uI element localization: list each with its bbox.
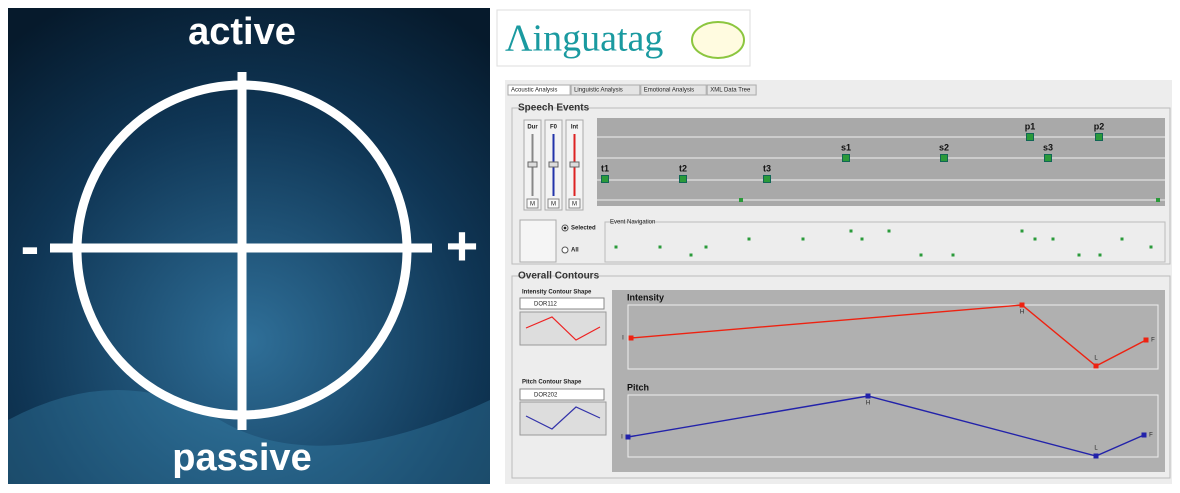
point-label: H	[866, 401, 870, 407]
panel-label: Pitch	[627, 382, 649, 392]
event-marker[interactable]	[941, 155, 948, 162]
slider-thumb[interactable]	[549, 162, 558, 167]
event-marker[interactable]	[1027, 134, 1034, 141]
event-label: t2	[679, 163, 687, 173]
slider-thumb[interactable]	[570, 162, 579, 167]
dropdown[interactable]	[520, 298, 604, 309]
tab-label: Emotional Analysis	[644, 88, 694, 94]
navigation-mark	[1150, 246, 1153, 249]
slider-label: F0	[550, 125, 558, 131]
track-marker	[739, 198, 743, 202]
slider-label: Dur	[527, 125, 538, 131]
axis-image: active passive - +	[8, 8, 490, 484]
screenshot: active passive - + Λinguatag Acoustic An…	[0, 0, 1180, 488]
sliders: Dur M F0 M Int M	[524, 120, 583, 210]
button-label: M	[551, 202, 556, 208]
radio-dot	[564, 227, 567, 230]
navigation-mark	[1099, 254, 1102, 257]
navigation-mark	[850, 230, 853, 233]
navigation-mark	[1078, 254, 1081, 257]
shape-preview	[520, 312, 606, 345]
button-label: M	[530, 202, 535, 208]
tab-label: XML Data Tree	[710, 88, 751, 94]
logo: Λinguatag	[505, 18, 663, 60]
navigation-mark	[690, 254, 693, 257]
event-label: p1	[1025, 121, 1036, 131]
left-label: -	[21, 214, 40, 277]
radio-label: All	[571, 248, 579, 254]
contour-point[interactable]	[1142, 433, 1147, 438]
slider-thumb[interactable]	[528, 162, 537, 167]
point-label: H	[1020, 310, 1024, 316]
tab-label: Acoustic Analysis	[511, 88, 557, 94]
navigation-mark	[1021, 230, 1024, 233]
event-label: p2	[1094, 121, 1105, 131]
logo-badge	[692, 22, 744, 58]
navigation-mark	[705, 246, 708, 249]
contour-point[interactable]	[866, 394, 871, 399]
navigation-title: Event Navigation	[610, 220, 655, 226]
track-marker	[1156, 198, 1160, 202]
point-label: F	[1151, 338, 1155, 344]
group-title: Overall Contours	[518, 271, 600, 282]
bottom-label: passive	[172, 437, 311, 479]
shape-title: Pitch Contour Shape	[522, 380, 582, 386]
event-label: s2	[939, 142, 949, 152]
event-marker[interactable]	[1045, 155, 1052, 162]
navigation-mark	[952, 254, 955, 257]
navigation-mark	[861, 238, 864, 241]
tab-label: Linguistic Analysis	[574, 88, 623, 94]
event-label: s1	[841, 142, 851, 152]
preview-box	[520, 220, 556, 262]
navigation-mark	[1052, 238, 1055, 241]
dropdown-value: DOR202	[534, 393, 558, 399]
slider-label: Int	[571, 125, 578, 131]
app: Λinguatag Acoustic Analysis Linguistic An…	[497, 10, 1172, 484]
navigation-mark	[615, 246, 618, 249]
button-label: M	[572, 202, 577, 208]
event-label: t1	[601, 163, 609, 173]
event-marker[interactable]	[843, 155, 850, 162]
navigation-mark	[1034, 238, 1037, 241]
contour-point[interactable]	[629, 336, 634, 341]
right-label: +	[446, 214, 479, 277]
event-marker[interactable]	[1096, 134, 1103, 141]
event-label: t3	[763, 163, 771, 173]
dropdown-value: DOR112	[534, 302, 558, 308]
navigation-mark	[748, 238, 751, 241]
navigation-mark	[802, 238, 805, 241]
event-marker[interactable]	[764, 176, 771, 183]
panel-label: Intensity	[627, 292, 664, 302]
contours-panel	[612, 290, 1165, 472]
contour-point[interactable]	[626, 435, 631, 440]
dropdown[interactable]	[520, 389, 604, 400]
contour-point[interactable]	[1094, 364, 1099, 369]
contour-point[interactable]	[1144, 338, 1149, 343]
navigation-mark	[1121, 238, 1124, 241]
event-marker[interactable]	[602, 176, 609, 183]
shape-title: Intensity Contour Shape	[522, 290, 592, 296]
navigation-mark	[920, 254, 923, 257]
group-title: Speech Events	[518, 103, 590, 114]
event-label: s3	[1043, 142, 1053, 152]
contour-point[interactable]	[1094, 454, 1099, 459]
top-label: active	[188, 11, 296, 53]
navigation-mark	[888, 230, 891, 233]
event-marker[interactable]	[680, 176, 687, 183]
radio-all[interactable]	[562, 247, 568, 253]
events-plot	[597, 118, 1165, 206]
tabs: Acoustic Analysis Linguistic Analysis Emot…	[508, 85, 756, 95]
navigation-mark	[659, 246, 662, 249]
contour-point[interactable]	[1020, 303, 1025, 308]
point-label: F	[1149, 433, 1153, 439]
radio-label: Selected	[571, 226, 596, 232]
